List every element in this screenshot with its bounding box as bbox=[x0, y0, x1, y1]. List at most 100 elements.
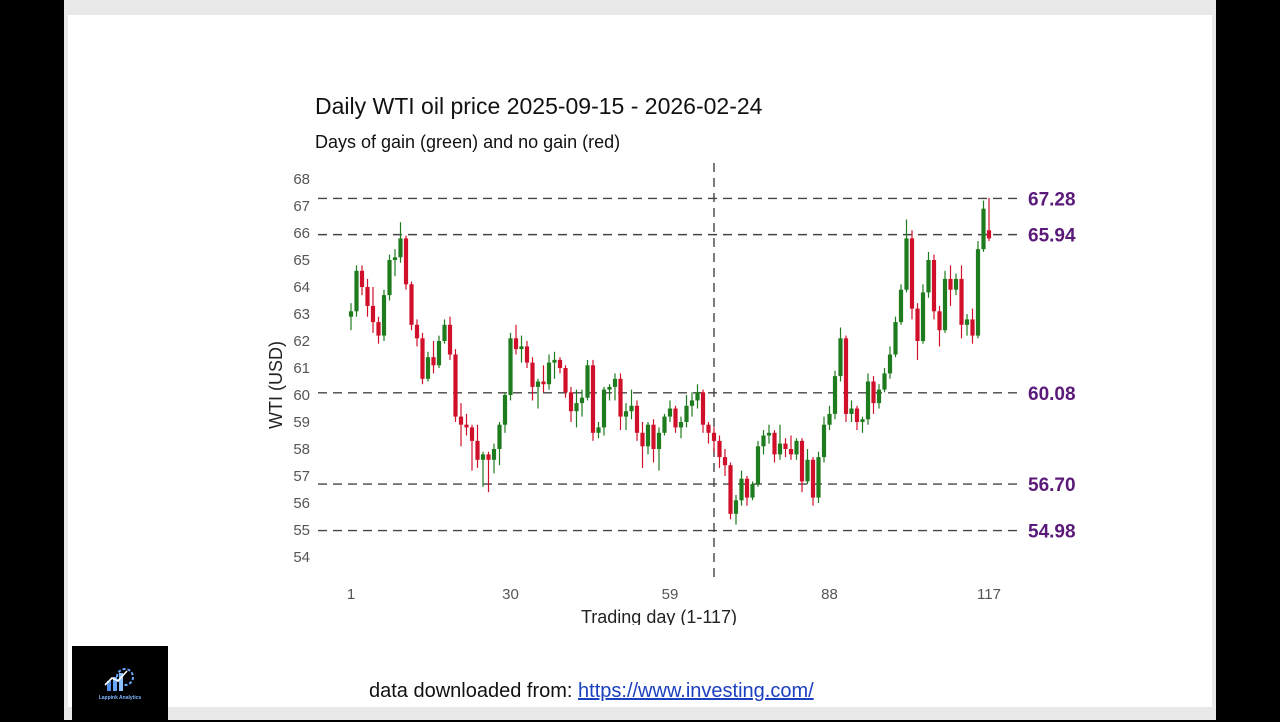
chart-gear-logo-icon bbox=[104, 668, 134, 691]
y-tick-label: 54 bbox=[293, 549, 310, 566]
candle-58 bbox=[662, 413, 667, 436]
candle-78 bbox=[772, 430, 777, 463]
candle-113 bbox=[964, 314, 970, 336]
candle-61 bbox=[678, 416, 684, 439]
candle-9 bbox=[392, 249, 398, 277]
candle-52 bbox=[629, 389, 634, 420]
candle-79 bbox=[777, 424, 783, 460]
candle-64 bbox=[695, 384, 700, 409]
candle-93 bbox=[854, 405, 860, 431]
candle-75 bbox=[755, 440, 761, 487]
candle-44 bbox=[585, 359, 590, 401]
candle-20 bbox=[453, 349, 458, 422]
candle-8 bbox=[387, 254, 392, 301]
y-tick-label: 65 bbox=[293, 252, 310, 269]
candle-1 bbox=[348, 303, 354, 331]
y-tick-label: 64 bbox=[293, 279, 310, 296]
candle-102 bbox=[904, 219, 909, 293]
candle-2 bbox=[354, 265, 359, 317]
candle-96 bbox=[871, 376, 876, 414]
candle-50 bbox=[618, 373, 623, 431]
candle-24 bbox=[475, 424, 480, 468]
candle-55 bbox=[645, 422, 651, 455]
candle-14 bbox=[420, 332, 425, 385]
candle-74 bbox=[750, 481, 755, 501]
candle-94 bbox=[860, 416, 865, 433]
candle-62 bbox=[684, 395, 689, 428]
candle-18 bbox=[442, 319, 447, 344]
candle-4 bbox=[365, 278, 370, 317]
candle-108 bbox=[937, 305, 942, 347]
level-label-0: 67.28 bbox=[1028, 189, 1076, 210]
x-tick-label: 88 bbox=[821, 586, 838, 603]
candle-12 bbox=[409, 281, 414, 331]
candle-111 bbox=[953, 273, 959, 296]
level-label-2: 60.08 bbox=[1028, 384, 1076, 405]
chart-title: Daily WTI oil price 2025-09-15 - 2026-02… bbox=[315, 93, 763, 119]
source-attribution: data downloaded from: https://www.invest… bbox=[369, 680, 814, 703]
source-link[interactable]: https://www.investing.com/ bbox=[578, 680, 814, 702]
candle-82 bbox=[794, 438, 799, 460]
candle-38 bbox=[552, 351, 557, 379]
candle-21 bbox=[458, 403, 464, 447]
candle-109 bbox=[942, 270, 948, 333]
candle-88 bbox=[827, 405, 832, 431]
candle-95 bbox=[865, 373, 871, 425]
candle-6 bbox=[376, 316, 381, 344]
candle-54 bbox=[640, 422, 645, 468]
y-axis-ticks: 54 55 56 57 58 59 60 61 62 63 64 65 66 67 68 bbox=[293, 171, 310, 566]
candle-84 bbox=[805, 449, 810, 485]
candle-76 bbox=[761, 430, 766, 455]
candle-91 bbox=[843, 335, 849, 422]
y-tick-label: 67 bbox=[293, 198, 310, 215]
candle-112 bbox=[959, 265, 964, 339]
candle-7 bbox=[381, 289, 387, 341]
y-tick-label: 59 bbox=[293, 414, 310, 431]
candle-13 bbox=[414, 319, 420, 347]
candle-33 bbox=[524, 341, 530, 368]
candle-15 bbox=[425, 351, 431, 382]
candle-101 bbox=[898, 284, 904, 325]
candle-56 bbox=[651, 419, 656, 463]
x-axis-label: Trading day (1-117) bbox=[581, 607, 737, 625]
candle-47 bbox=[601, 386, 607, 436]
candle-69 bbox=[722, 449, 728, 476]
candle-48 bbox=[607, 384, 612, 401]
brand-logo: Lappink Analytics bbox=[72, 646, 168, 722]
candlestick-chart: Daily WTI oil price 2025-09-15 - 2026-02… bbox=[266, 93, 1076, 625]
candle-60 bbox=[673, 405, 678, 433]
candles bbox=[348, 197, 992, 525]
candle-100 bbox=[893, 316, 898, 358]
y-tick-label: 60 bbox=[293, 387, 310, 404]
candle-11 bbox=[403, 235, 409, 290]
candle-89 bbox=[832, 370, 838, 420]
x-tick-label: 117 bbox=[977, 586, 1001, 603]
candle-22 bbox=[464, 413, 469, 436]
y-tick-label: 66 bbox=[293, 225, 310, 242]
candle-59 bbox=[667, 400, 673, 422]
candle-65 bbox=[700, 389, 706, 433]
candle-16 bbox=[431, 341, 436, 374]
candle-97 bbox=[876, 384, 882, 409]
candle-17 bbox=[436, 335, 442, 368]
candle-39 bbox=[557, 357, 563, 374]
x-tick-label: 30 bbox=[502, 586, 519, 603]
candle-66 bbox=[706, 422, 711, 444]
candle-25 bbox=[480, 451, 486, 487]
candle-86 bbox=[816, 451, 821, 503]
candle-105 bbox=[920, 284, 926, 344]
candle-106 bbox=[926, 251, 931, 298]
level-label-3: 56.70 bbox=[1028, 475, 1076, 496]
x-axis-ticks: 1 30 59 88 117 bbox=[347, 586, 1001, 603]
level-label-1: 65.94 bbox=[1028, 226, 1076, 247]
y-tick-label: 58 bbox=[293, 441, 310, 458]
candle-41 bbox=[568, 386, 574, 422]
candle-68 bbox=[717, 435, 722, 468]
y-tick-label: 61 bbox=[293, 360, 310, 377]
candle-70 bbox=[728, 462, 733, 520]
candle-98 bbox=[882, 368, 887, 393]
candle-85 bbox=[810, 457, 816, 506]
candle-67 bbox=[711, 427, 717, 452]
candle-51 bbox=[623, 403, 629, 431]
candle-27 bbox=[491, 443, 497, 474]
